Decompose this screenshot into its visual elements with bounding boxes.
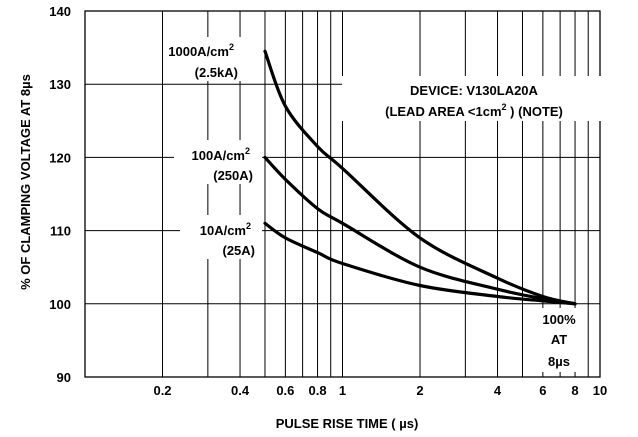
x-tick-label: 6 [539, 383, 546, 398]
reference-note-bg [535, 308, 583, 372]
label-100a-bg [174, 140, 262, 184]
label-1000a-bg [164, 37, 262, 81]
series-curve-2 [263, 221, 577, 306]
x-tick-label: 2 [416, 383, 423, 398]
grid [85, 10, 601, 378]
x-tick-labels: 0.2 0.4 0.6 0.8 1 2 4 6 8 10 [153, 383, 607, 398]
x-tick-label: 8 [571, 383, 578, 398]
y-tick-labels: 90 100 110 120 130 140 [49, 4, 71, 385]
x-tick-label: 4 [494, 383, 502, 398]
x-tick-label: 10 [593, 383, 607, 398]
y-tick-label: 130 [49, 77, 71, 92]
x-tick-label: 0.8 [309, 383, 327, 398]
x-tick-label: 0.4 [231, 383, 250, 398]
x-tick-label: 0.6 [276, 383, 294, 398]
device-note-bg [342, 76, 607, 121]
label-10a-bg [180, 215, 262, 259]
y-axis-title: % OF CLAMPING VOLTAGE AT 8µs [18, 74, 33, 290]
series-curve-0 [263, 49, 577, 306]
y-tick-label: 110 [50, 224, 71, 239]
x-tick-label: 1 [339, 383, 346, 398]
reference-note-line1: 100% [542, 312, 576, 327]
series-label-10a-line1: 10A/cm2 [200, 221, 251, 238]
device-note-line1: DEVICE: V130LA20A [410, 83, 538, 98]
series-curve-1 [263, 155, 577, 306]
series-label-1000a-line1: 1000A/cm2 [168, 42, 234, 59]
data-curves [263, 49, 577, 306]
series-label-100a-line2: (250A) [213, 168, 253, 183]
x-tick-label: 0.2 [153, 383, 171, 398]
reference-note-line3: 8µs [548, 354, 570, 369]
series-label-10a-line2: (25A) [222, 243, 255, 258]
device-note-line2: (LEAD AREA <1cm2 ) (NOTE) [385, 102, 563, 119]
series-label-1000a-line2: (2.5kA) [195, 65, 238, 80]
x-axis-title: PULSE RISE TIME ( µs) [276, 416, 419, 431]
y-tick-label: 90 [57, 370, 71, 385]
series-label-100a-line1: 100A/cm2 [192, 146, 251, 163]
y-tick-label: 140 [49, 4, 71, 19]
plot-frame [84, 10, 601, 378]
y-tick-label: 100 [49, 297, 71, 312]
y-tick-label: 120 [49, 150, 71, 165]
reference-note-line2: AT [551, 332, 567, 347]
